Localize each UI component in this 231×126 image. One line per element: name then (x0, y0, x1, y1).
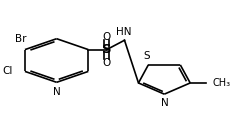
Text: N: N (53, 87, 61, 97)
Text: S: S (143, 51, 149, 61)
Text: O: O (103, 32, 111, 42)
Text: CH₃: CH₃ (212, 78, 230, 88)
Text: N: N (161, 98, 169, 108)
Text: Cl: Cl (2, 66, 12, 76)
Text: Br: Br (15, 34, 27, 44)
Text: O: O (103, 58, 111, 68)
Text: HN: HN (116, 27, 131, 37)
Text: S: S (102, 43, 112, 56)
